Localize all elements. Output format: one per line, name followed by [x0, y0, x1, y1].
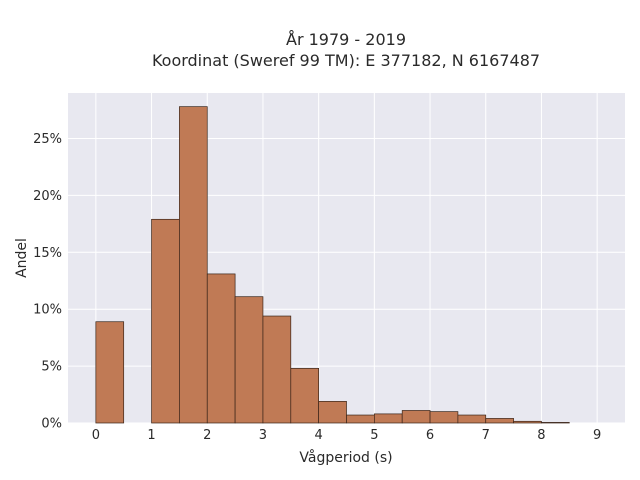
x-tick-label: 2: [203, 428, 211, 443]
x-tick-label: 0: [92, 428, 100, 443]
histogram-bar: [346, 414, 375, 424]
histogram-bar: [457, 414, 487, 424]
histogram-bar: [541, 422, 570, 424]
y-tick-label: 20%: [33, 189, 62, 204]
x-axis-label: Vågperiod (s): [299, 449, 392, 466]
histogram-bar: [290, 368, 319, 424]
y-tick-label: 5%: [41, 360, 62, 375]
histogram-bar: [262, 315, 292, 424]
histogram-bar: [401, 410, 431, 424]
x-tick-label: 7: [482, 428, 490, 443]
histogram-bar: [95, 321, 125, 424]
y-axis-ticks: 0% 5% 10% 15% 20% 25%: [33, 132, 62, 431]
histogram-bar: [429, 411, 459, 424]
chart-title-line-2: Koordinat (Sweref 99 TM): E 377182, N 61…: [152, 51, 540, 70]
x-tick-label: 9: [593, 428, 601, 443]
y-tick-label: 10%: [33, 303, 62, 318]
y-axis-label: Andel: [14, 238, 30, 278]
histogram-bar: [374, 413, 403, 424]
y-tick-label: 25%: [33, 132, 62, 147]
y-tick-label: 15%: [33, 246, 62, 261]
chart-title-line-1: År 1979 - 2019: [286, 30, 406, 49]
x-tick-label: 4: [315, 428, 323, 443]
histogram-bar: [234, 296, 264, 424]
histogram-bar: [485, 418, 514, 424]
histogram-bar: [206, 273, 236, 424]
y-tick-label: 0%: [41, 417, 62, 432]
x-tick-label: 8: [537, 428, 545, 443]
x-tick-label: 3: [259, 428, 267, 443]
histogram-bar: [151, 218, 180, 424]
x-axis-ticks: 0 1 2 3 4 5 6 7 8 9: [92, 428, 602, 443]
histogram-bar: [513, 420, 542, 424]
histogram-bar: [318, 401, 347, 424]
x-tick-label: 1: [147, 428, 155, 443]
histogram-bar: [179, 106, 208, 424]
bar-series: [95, 106, 570, 424]
x-tick-label: 6: [426, 428, 434, 443]
x-tick-label: 5: [370, 428, 378, 443]
